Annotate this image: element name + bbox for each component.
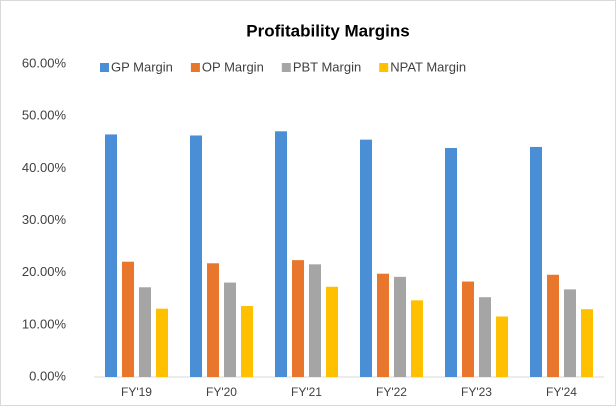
y-tick-label: 30.00% (22, 212, 67, 227)
y-tick-label: 40.00% (22, 160, 67, 175)
bar (564, 289, 576, 377)
legend-label: GP Margin (111, 59, 173, 74)
bar (411, 300, 423, 377)
bar (224, 282, 236, 377)
bar (275, 131, 287, 377)
bar (309, 264, 321, 377)
bar (394, 276, 406, 377)
bar (530, 146, 542, 377)
bar (207, 263, 219, 377)
legend-swatch (379, 63, 389, 72)
x-tick-label: FY'22 (376, 385, 407, 399)
y-tick-label: 20.00% (22, 264, 67, 279)
bar (139, 287, 151, 377)
x-tick-label: FY'19 (121, 385, 152, 399)
bar (241, 306, 253, 377)
y-tick-label: 10.00% (22, 316, 67, 331)
bar (326, 286, 338, 377)
x-tick-label: FY'21 (291, 385, 322, 399)
bar (547, 274, 559, 377)
x-tick-label: FY'20 (206, 385, 237, 399)
bar (496, 316, 508, 377)
bar (581, 309, 593, 377)
bar (105, 134, 117, 377)
bar (462, 281, 474, 377)
legend-swatch (281, 63, 291, 72)
legend-label: OP Margin (202, 59, 264, 74)
legend-label: PBT Margin (293, 59, 361, 74)
x-tick-label: FY'24 (546, 385, 577, 399)
legend-swatch (190, 63, 200, 72)
bar (156, 308, 168, 377)
chart-title: Profitability Margins (246, 21, 409, 40)
y-tick-label: 0.00% (29, 368, 66, 383)
bar (377, 273, 389, 377)
y-tick-label: 60.00% (22, 55, 67, 70)
bar (190, 135, 202, 377)
legend-swatch (100, 63, 109, 72)
bar (479, 297, 491, 377)
bar (360, 139, 372, 377)
x-tick-label: FY'23 (461, 385, 492, 399)
y-tick-label: 50.00% (22, 108, 67, 123)
legend-label: NPAT Margin (390, 59, 466, 74)
bar (122, 261, 134, 377)
bar (292, 260, 304, 377)
bar (445, 147, 457, 377)
